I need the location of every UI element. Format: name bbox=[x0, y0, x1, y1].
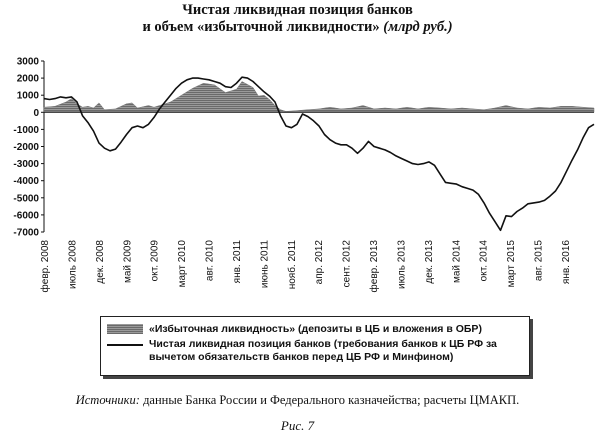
x-tick-label: февр. 2013 bbox=[368, 240, 380, 293]
x-tick-label: дек. 2008 bbox=[95, 240, 106, 284]
x-tick-label: нояб. 2011 bbox=[286, 240, 298, 290]
chart-unit: (млрд руб.) bbox=[383, 19, 453, 35]
y-tick-label: -2000 bbox=[13, 142, 39, 153]
legend-label-excess-liquidity: «Избыточная ликвидность» (депозиты в ЦБ … bbox=[149, 323, 482, 335]
x-tick-label: авг. 2010 bbox=[205, 240, 216, 282]
x-tick-label: авг. 2015 bbox=[534, 240, 545, 282]
chart-title-line2: и объем «избыточной ликвидности» bbox=[142, 19, 380, 35]
x-tick-label: май 2009 bbox=[122, 240, 133, 283]
figure-caption: Рис. 7 bbox=[280, 418, 315, 433]
x-axis: февр. 2008 июль 2008 дек. 2008 май 2009 окт.… bbox=[39, 240, 572, 293]
x-tick-label: май 2014 bbox=[451, 240, 462, 283]
source-note: Источники: данные Банка России и Федерал… bbox=[0, 393, 595, 408]
x-tick-label: янв. 2016 bbox=[561, 240, 572, 284]
source-label: Источники: bbox=[75, 393, 140, 407]
x-tick-label: апр. 2012 bbox=[314, 240, 325, 285]
y-tick-label: 1000 bbox=[17, 91, 40, 102]
legend-item-net-position: Чистая ликвидная позиция банков (требова… bbox=[107, 338, 522, 364]
x-tick-label: март 2015 bbox=[506, 240, 517, 288]
x-tick-label: февр. 2008 bbox=[39, 240, 51, 293]
y-tick-label: -3000 bbox=[13, 159, 39, 170]
liquidity-chart: 3000 2000 1000 0 -1000 -2000 -3000 -4000 -5000 -6… bbox=[13, 57, 595, 293]
x-tick-label: дек. 2013 bbox=[424, 240, 435, 284]
series-excess-liquidity-area bbox=[43, 81, 595, 113]
y-tick-label: 0 bbox=[33, 108, 39, 119]
y-axis: 3000 2000 1000 0 -1000 -2000 -3000 -4000 -5000 -6… bbox=[13, 57, 45, 239]
legend-item-excess-liquidity: «Избыточная ликвидность» (депозиты в ЦБ … bbox=[107, 323, 482, 336]
chart-title: Чистая ликвидная позиция банков и объем … bbox=[0, 2, 595, 36]
y-tick-label: -1000 bbox=[13, 125, 39, 136]
series-net-position-line bbox=[43, 76, 595, 232]
y-tick-label: -5000 bbox=[13, 193, 39, 204]
y-tick-label: -6000 bbox=[13, 210, 39, 221]
x-tick-label: окт. 2009 bbox=[150, 240, 161, 282]
x-tick-label: июль 2013 bbox=[397, 240, 408, 289]
x-tick-label: июнь 2011 bbox=[259, 240, 270, 289]
x-tick-label: янв. 2011 bbox=[232, 240, 243, 284]
legend: «Избыточная ликвидность» (депозиты в ЦБ … bbox=[100, 316, 530, 376]
x-tick-label: сент. 2012 bbox=[342, 240, 353, 288]
x-tick-label: окт. 2014 bbox=[479, 240, 490, 282]
y-tick-label: -7000 bbox=[13, 228, 39, 239]
y-tick-label: 3000 bbox=[17, 57, 40, 68]
x-tick-label: июль 2008 bbox=[67, 240, 78, 289]
x-tick-label: март 2010 bbox=[177, 240, 188, 288]
source-text: данные Банка России и Федерального казна… bbox=[139, 393, 520, 407]
y-tick-label: -4000 bbox=[13, 176, 39, 187]
legend-swatch-line bbox=[107, 344, 143, 346]
plot-area bbox=[43, 76, 595, 232]
y-tick-label: 2000 bbox=[17, 74, 40, 85]
legend-label-net-position: Чистая ликвидная позиция банков (требова… bbox=[149, 338, 497, 363]
chart-title-line1: Чистая ликвидная позиция банков bbox=[182, 2, 413, 18]
legend-swatch-area bbox=[107, 324, 143, 334]
